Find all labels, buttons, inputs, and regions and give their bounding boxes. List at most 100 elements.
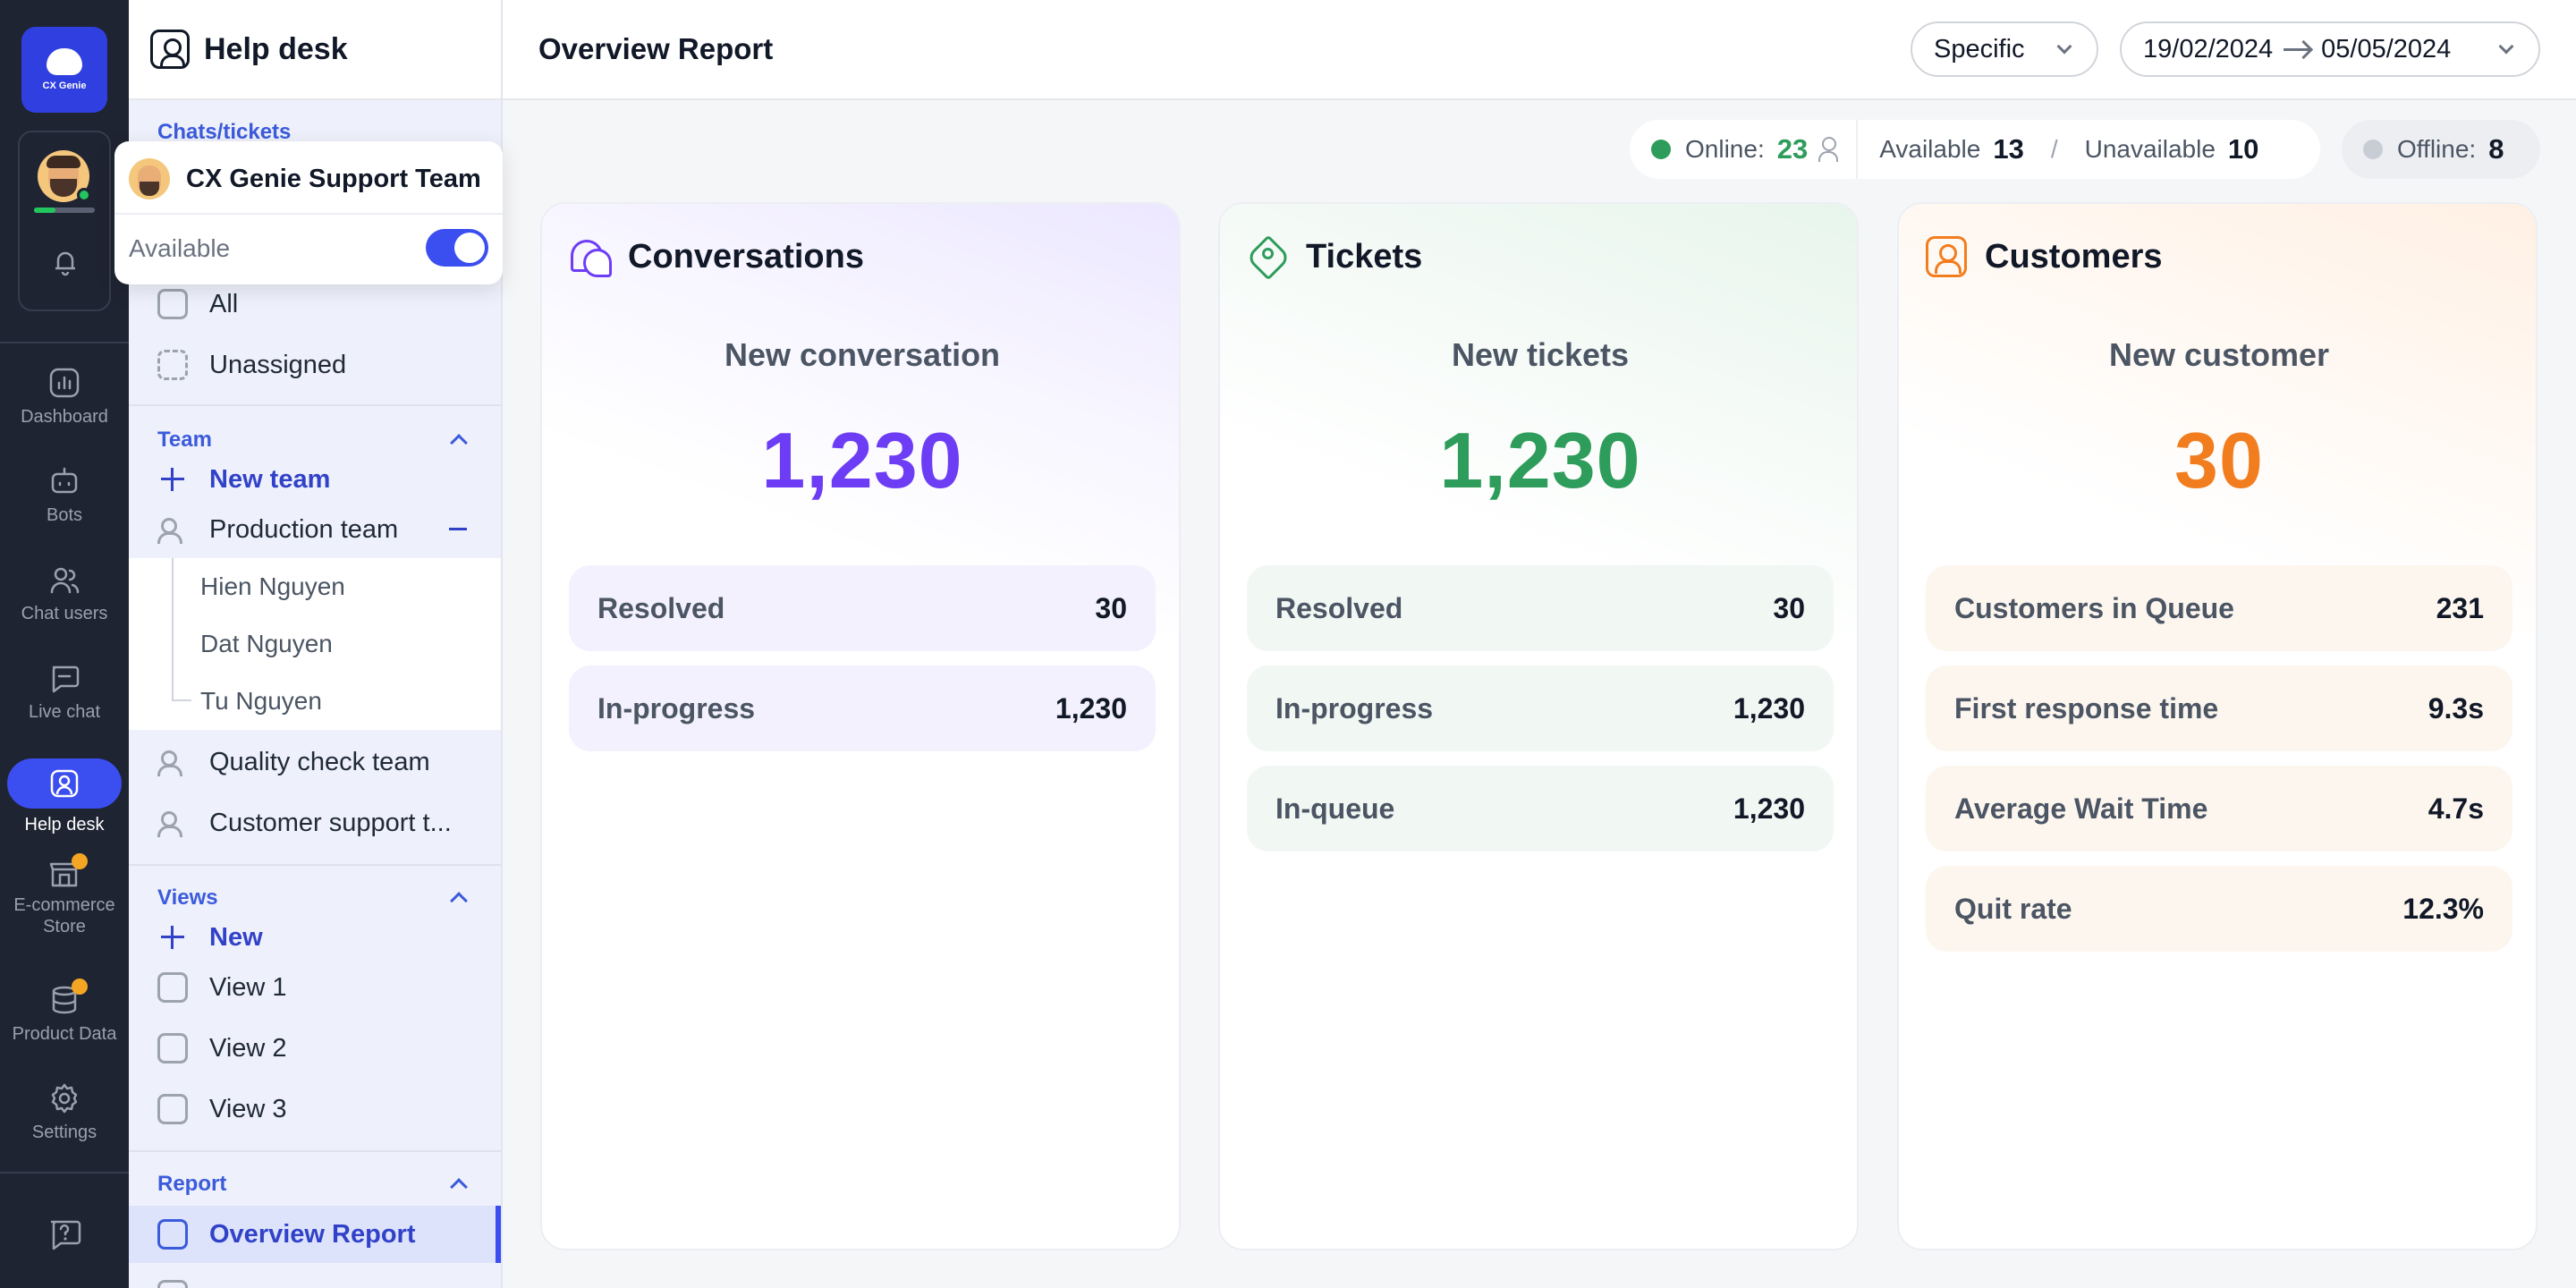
team-icon bbox=[157, 514, 188, 545]
date-range-picker[interactable]: 19/02/2024 05/05/2024 bbox=[2120, 21, 2540, 77]
rail-item-settings[interactable]: Settings bbox=[7, 1072, 122, 1157]
report-icon bbox=[157, 1219, 188, 1250]
sidebar-item-all[interactable]: All bbox=[129, 275, 501, 333]
agent-status-summary: Online: 23 Available 13 / Unavailable 10 bbox=[1630, 120, 2320, 179]
team-icon bbox=[157, 747, 188, 777]
view-filter-icon bbox=[157, 972, 188, 1003]
card-main-value: 1,230 bbox=[761, 416, 963, 504]
rail-label: Dashboard bbox=[21, 407, 108, 427]
stat-label: First response time bbox=[1954, 691, 2219, 724]
tickets-card: Tickets New tickets 1,230 Resolved 30 In… bbox=[1218, 202, 1859, 1250]
stat-row: Quit rate 12.3% bbox=[1926, 866, 2512, 952]
avatar[interactable] bbox=[38, 150, 89, 202]
bell-icon[interactable] bbox=[50, 247, 80, 277]
sidebar-item-view-2[interactable]: View 2 bbox=[129, 1020, 501, 1077]
available-count: 13 bbox=[1993, 133, 2024, 165]
stat-row: Resolved 30 bbox=[1247, 565, 1834, 651]
online-status-dot bbox=[77, 188, 91, 202]
team-member[interactable]: Dat Nguyen bbox=[129, 615, 501, 673]
arrow-right-icon bbox=[2284, 47, 2311, 51]
sidebar-item-view-1[interactable]: View 1 bbox=[129, 959, 501, 1016]
rail-item-ecommerce-store[interactable]: E-commerce Store bbox=[7, 848, 122, 936]
stat-label: In-progress bbox=[1275, 691, 1434, 724]
stat-label: Average Wait Time bbox=[1954, 792, 2208, 825]
app-rail: CX Genie Dashboard Bots Chat users Live … bbox=[0, 0, 129, 1288]
section-divider bbox=[129, 864, 501, 866]
user-capacity-bar bbox=[34, 208, 95, 213]
rail-label: Help desk bbox=[24, 815, 105, 835]
sidebar-item-overview-report[interactable]: Overview Report bbox=[129, 1206, 501, 1263]
section-divider bbox=[129, 1150, 501, 1152]
chevron-up-icon[interactable] bbox=[450, 434, 468, 452]
unavailable-label: Unavailable bbox=[2084, 135, 2216, 163]
rail-divider bbox=[0, 1172, 129, 1174]
rail-label: Settings bbox=[31, 1123, 97, 1142]
team-name: CX Genie Support Team bbox=[186, 164, 481, 193]
rail-item-product-data[interactable]: Product Data bbox=[7, 973, 122, 1045]
team-member[interactable]: Hien Nguyen bbox=[129, 558, 501, 615]
tree-connector bbox=[172, 558, 174, 701]
rail-label: Product Data bbox=[12, 1024, 117, 1044]
plus-icon bbox=[157, 464, 188, 495]
new-team-button[interactable]: New team bbox=[129, 451, 501, 508]
page-title: Overview Report bbox=[538, 32, 774, 65]
collapse-minus-icon[interactable] bbox=[449, 528, 467, 530]
rail-divider bbox=[0, 342, 129, 343]
new-view-label: New bbox=[209, 922, 263, 952]
online-count: 23 bbox=[1776, 133, 1809, 165]
rail-user-panel bbox=[18, 131, 111, 311]
sidebar-item-view-3[interactable]: View 3 bbox=[129, 1080, 501, 1138]
stat-value: 30 bbox=[1773, 591, 1805, 624]
date-to: 05/05/2024 bbox=[2321, 34, 2452, 64]
sidebar-item-unassigned[interactable]: Unassigned bbox=[129, 336, 501, 394]
stat-row: Customers in Queue 231 bbox=[1926, 565, 2512, 651]
availability-toggle[interactable] bbox=[426, 229, 488, 267]
rail-item-live-chat[interactable]: Live chat bbox=[7, 651, 122, 737]
rail-item-dashboard[interactable]: Dashboard bbox=[7, 356, 122, 442]
stat-value: 1,230 bbox=[1055, 691, 1127, 724]
card-main-value: 1,230 bbox=[1439, 416, 1641, 504]
stat-value: 4.7s bbox=[2428, 792, 2484, 825]
team-icon bbox=[157, 808, 188, 838]
stat-value: 12.3% bbox=[2402, 892, 2484, 925]
stat-value: 9.3s bbox=[2428, 691, 2484, 724]
chevron-down-icon bbox=[2498, 38, 2514, 55]
range-mode-select[interactable]: Specific bbox=[1911, 21, 2098, 77]
rail-item-bots[interactable]: Bots bbox=[7, 454, 122, 540]
stat-label: Resolved bbox=[1275, 591, 1403, 624]
section-label-team[interactable]: Team bbox=[157, 428, 212, 452]
sidebar-item-production-team[interactable]: Production team bbox=[129, 501, 501, 558]
offline-summary: Offline: 8 bbox=[2342, 120, 2540, 179]
status-divider: / bbox=[2050, 135, 2058, 163]
view-filter-icon bbox=[157, 1033, 188, 1063]
sidebar-item-next-report[interactable] bbox=[129, 1267, 501, 1288]
sidebar-item-quality-check-team[interactable]: Quality check team bbox=[129, 733, 501, 791]
section-label-report[interactable]: Report bbox=[157, 1172, 227, 1196]
unavailable-count: 10 bbox=[2227, 133, 2259, 165]
chevron-up-icon[interactable] bbox=[450, 1178, 468, 1196]
sidebar-item-label: Quality check team bbox=[209, 747, 430, 776]
stat-value: 1,230 bbox=[1733, 792, 1805, 825]
sidebar-title: Help desk bbox=[204, 31, 348, 66]
app-logo[interactable]: CX Genie bbox=[21, 27, 107, 113]
help-icon[interactable] bbox=[47, 1216, 82, 1252]
team-member[interactable]: Tu Nguyen bbox=[129, 673, 501, 730]
sidebar-header: Help desk bbox=[129, 0, 501, 100]
unassigned-chat-icon bbox=[157, 350, 188, 380]
rail-item-help-desk[interactable]: Help desk bbox=[7, 750, 122, 835]
sidebar-item-label: All bbox=[209, 289, 239, 318]
chevron-up-icon[interactable] bbox=[450, 892, 468, 910]
stat-row: In-queue 1,230 bbox=[1247, 766, 1834, 852]
view-filter-icon bbox=[157, 1094, 188, 1124]
store-icon bbox=[49, 862, 80, 887]
offline-dot bbox=[2363, 140, 2383, 159]
sidebar-item-label: View 1 bbox=[209, 972, 287, 1002]
rail-item-chat-users[interactable]: Chat users bbox=[7, 553, 122, 639]
plus-icon bbox=[157, 922, 188, 953]
rail-label: Bots bbox=[46, 505, 83, 525]
section-label-views[interactable]: Views bbox=[157, 886, 218, 910]
stat-value: 1,230 bbox=[1733, 691, 1805, 724]
new-view-button[interactable]: New bbox=[129, 909, 501, 966]
person-icon bbox=[1818, 137, 1839, 162]
sidebar-item-customer-support-team[interactable]: Customer support t... bbox=[129, 794, 501, 852]
